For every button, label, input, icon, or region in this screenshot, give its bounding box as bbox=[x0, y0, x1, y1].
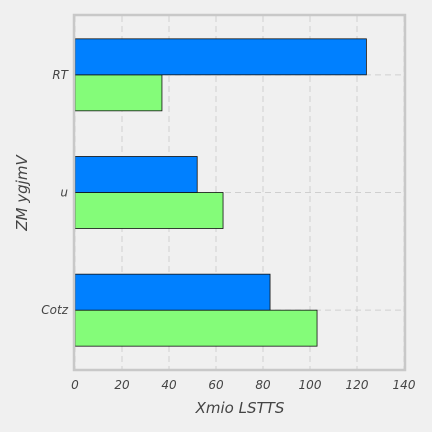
x-axis-label: Xmio LSTTS bbox=[195, 399, 285, 417]
x-tick-label: 0 bbox=[71, 378, 79, 392]
x-tick-label: 120 bbox=[346, 378, 369, 392]
x-tick-label: 60 bbox=[208, 378, 224, 392]
plot-frame bbox=[72, 13, 407, 372]
bars bbox=[74, 38, 367, 347]
x-tick-label: 80 bbox=[255, 378, 271, 392]
bar-series-1-cotz bbox=[74, 273, 271, 311]
bar-series-0-u bbox=[74, 192, 224, 229]
y-axis-label: ZM ygjmV bbox=[13, 154, 31, 232]
x-tick-label: 40 bbox=[161, 378, 177, 392]
y-tick-labels: Cotz u RT bbox=[41, 68, 69, 317]
x-tick-label: 140 bbox=[393, 378, 416, 392]
y-tick-label: Cotz bbox=[41, 303, 68, 317]
x-tick-label: 20 bbox=[114, 378, 130, 392]
x-tick-label: 100 bbox=[299, 378, 322, 392]
bar-series-1-u bbox=[74, 156, 198, 193]
x-tick-labels: 0 20 40 60 80 100 120 140 bbox=[71, 378, 416, 392]
y-tick-label: RT bbox=[52, 68, 69, 82]
bar-series-0-rt bbox=[74, 74, 163, 112]
y-tick-label: u bbox=[60, 186, 68, 200]
bar-series-0-cotz bbox=[74, 309, 318, 347]
bar-series-1-rt bbox=[74, 38, 367, 76]
